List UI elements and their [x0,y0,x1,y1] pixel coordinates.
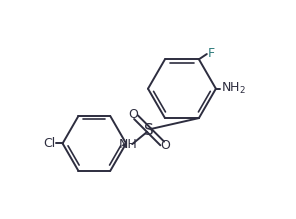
Text: NH: NH [118,138,137,152]
Text: O: O [160,139,170,152]
Text: F: F [208,47,215,60]
Text: NH$_2$: NH$_2$ [221,81,246,96]
Text: Cl: Cl [43,137,55,150]
Text: S: S [144,123,154,138]
Text: O: O [128,108,138,121]
